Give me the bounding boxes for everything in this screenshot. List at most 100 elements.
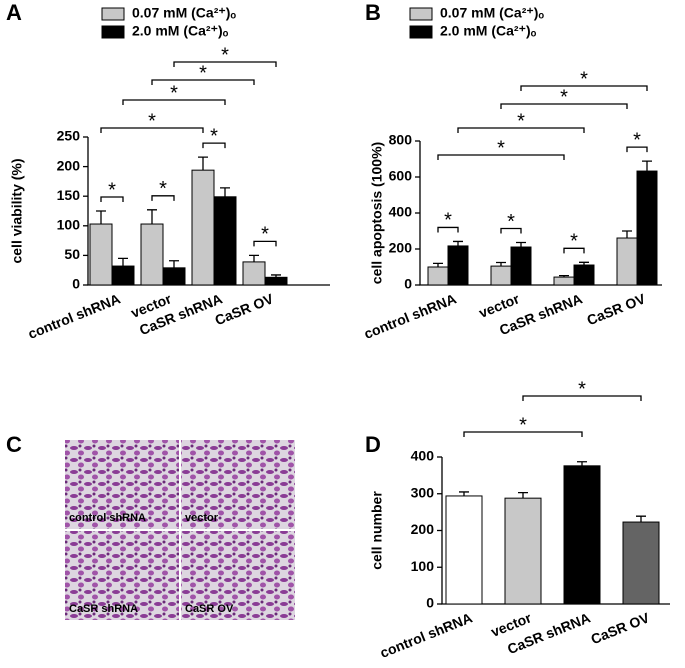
- y-tick-label: 100: [411, 558, 435, 574]
- error-bar: [249, 254, 259, 262]
- significance-bracket: [100, 196, 124, 202]
- error-bar: [433, 262, 443, 267]
- bar: [445, 495, 483, 605]
- significance-star: *: [519, 414, 527, 436]
- significance-bracket: [122, 99, 226, 105]
- error-bar: [147, 209, 157, 225]
- x-tick-label: CaSR OV: [589, 609, 653, 647]
- legend-label: 0.07 mM (Ca²⁺)ₒ: [132, 5, 236, 21]
- y-tick-label: 600: [389, 168, 413, 184]
- significance-star: *: [633, 129, 641, 151]
- micrograph: [65, 440, 179, 529]
- error-bar: [577, 461, 587, 466]
- bar: [213, 196, 237, 286]
- significance-bracket: [173, 61, 277, 67]
- y-tick-label: 150: [57, 187, 81, 203]
- significance-bracket: [437, 226, 459, 233]
- significance-bracket: [253, 240, 277, 247]
- significance-star: *: [507, 211, 515, 233]
- y-tick-label: 300: [411, 484, 435, 500]
- significance-bracket: [522, 395, 642, 401]
- significance-star: *: [199, 62, 207, 84]
- bar: [140, 223, 164, 286]
- y-tick-label: 400: [411, 448, 435, 464]
- x-tick-label: CaSR OV: [585, 290, 649, 328]
- panel-label: D: [365, 432, 381, 457]
- image-label: CaSR shRNA: [69, 603, 138, 615]
- x-tick-label: control shRNA: [378, 609, 475, 661]
- significance-bracket: [100, 127, 204, 133]
- legend-swatch: [101, 7, 125, 21]
- error-bar: [169, 260, 179, 268]
- significance-bracket: [463, 431, 583, 437]
- significance-bracket: [457, 127, 585, 133]
- significance-bracket: [500, 227, 522, 234]
- y-tick-label: 400: [389, 204, 413, 220]
- significance-star: *: [517, 110, 525, 132]
- image-label: vector: [185, 512, 219, 524]
- micrograph: [181, 531, 295, 620]
- significance-star: *: [210, 125, 218, 147]
- bar: [490, 265, 512, 286]
- bar: [427, 266, 449, 286]
- bar: [553, 276, 575, 286]
- y-tick-label: 200: [57, 157, 81, 173]
- x-tick-label: CaSR OV: [213, 290, 277, 328]
- y-axis-title: cell apoptosis (100%): [369, 142, 385, 284]
- y-tick-label: 250: [57, 128, 81, 144]
- y-tick-label: 0: [426, 595, 434, 611]
- error-bar: [118, 257, 128, 267]
- significance-star: *: [444, 210, 452, 232]
- error-bar: [518, 491, 528, 499]
- micrograph: [65, 531, 179, 620]
- error-bar: [622, 230, 632, 239]
- bar: [563, 465, 601, 605]
- significance-star: *: [170, 82, 178, 104]
- error-bar: [579, 261, 589, 266]
- bar: [264, 276, 288, 286]
- error-bar: [198, 156, 208, 171]
- bar: [447, 245, 469, 286]
- significance-star: *: [221, 44, 229, 66]
- error-bar: [96, 210, 106, 225]
- bar: [622, 521, 660, 605]
- significance-bracket: [151, 79, 255, 85]
- bar: [616, 237, 638, 286]
- legend-swatch: [409, 25, 433, 39]
- panel-label: C: [6, 432, 22, 457]
- legend-label: 2.0 mM (Ca²⁺)ₒ: [440, 23, 537, 39]
- image-label: CaSR OV: [185, 603, 234, 615]
- y-axis-title: cell viability (%): [9, 158, 25, 263]
- bar: [162, 267, 186, 286]
- significance-bracket: [202, 142, 226, 149]
- significance-star: *: [261, 224, 269, 246]
- significance-bracket: [500, 103, 628, 109]
- error-bar: [453, 240, 463, 246]
- significance-star: *: [108, 179, 116, 201]
- y-tick-label: 0: [72, 276, 80, 292]
- legend-label: 0.07 mM (Ca²⁺)ₒ: [440, 5, 544, 21]
- bar: [510, 246, 532, 286]
- y-axis-title: cell number: [369, 491, 385, 570]
- y-tick-label: 0: [404, 276, 412, 292]
- y-tick-label: 100: [57, 217, 81, 233]
- y-tick-label: 50: [64, 246, 80, 262]
- significance-bracket: [563, 247, 585, 254]
- y-tick-label: 200: [389, 240, 413, 256]
- y-tick-label: 800: [389, 132, 413, 148]
- panel-label: B: [365, 0, 381, 25]
- significance-star: *: [148, 110, 156, 132]
- significance-star: *: [497, 137, 505, 159]
- bar: [636, 170, 658, 286]
- bar: [89, 223, 113, 286]
- legend-label: 2.0 mM (Ca²⁺)ₒ: [132, 23, 229, 39]
- bar: [504, 497, 542, 605]
- error-bar: [220, 187, 230, 197]
- panel-label: A: [6, 0, 22, 25]
- y-tick-label: 200: [411, 521, 435, 537]
- error-bar: [459, 491, 469, 496]
- bar: [191, 169, 215, 286]
- significance-bracket: [626, 146, 648, 153]
- significance-bracket: [520, 85, 648, 91]
